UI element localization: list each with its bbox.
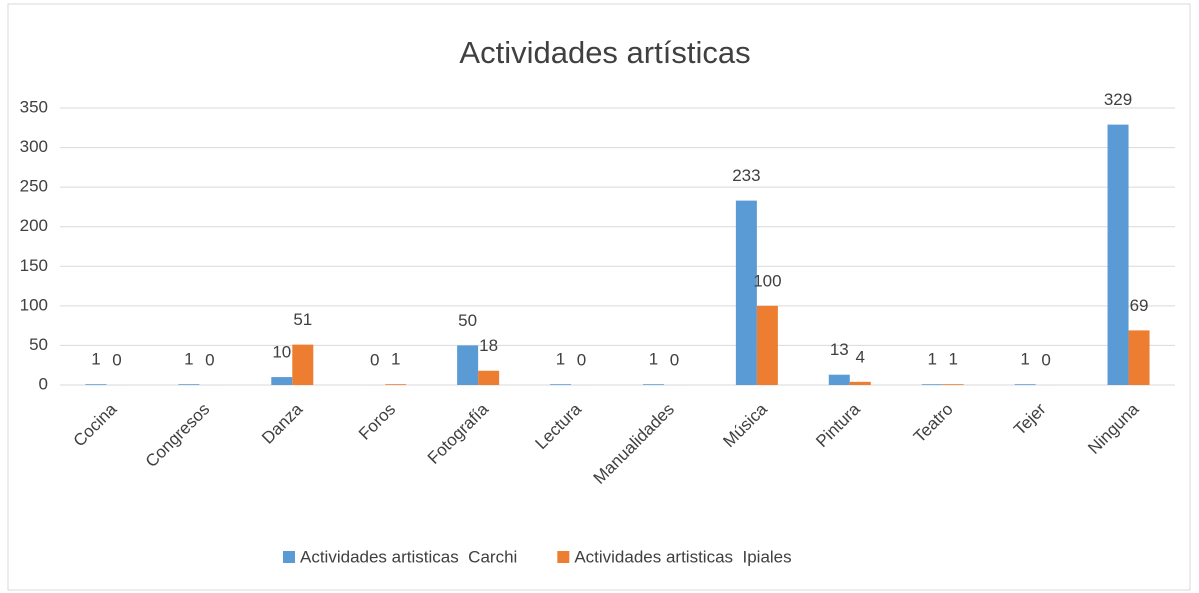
data-label: 0 <box>1041 350 1050 369</box>
bar <box>550 384 572 385</box>
data-label: 1 <box>1020 350 1029 369</box>
data-label: 233 <box>732 166 760 185</box>
data-label: 1 <box>91 350 100 369</box>
data-label: 1 <box>948 350 957 369</box>
y-tick-label: 300 <box>20 137 48 156</box>
data-label: 0 <box>577 350 586 369</box>
bar <box>85 384 107 385</box>
data-label: 51 <box>293 310 312 329</box>
bar <box>1014 384 1036 385</box>
chart-title: Actividades artísticas <box>459 35 750 70</box>
bar <box>756 305 778 385</box>
data-label: 1 <box>927 350 936 369</box>
legend-swatch <box>557 551 570 563</box>
data-label: 18 <box>479 336 498 355</box>
legend-label: Actividades artisticas Ipiales <box>574 547 791 566</box>
bar <box>735 200 757 385</box>
bar <box>292 344 314 385</box>
y-tick-label: 150 <box>20 256 48 275</box>
chart-border <box>7 3 1191 591</box>
bar <box>1128 330 1150 385</box>
y-tick-label: 350 <box>20 97 48 116</box>
y-tick-label: 200 <box>20 216 48 235</box>
y-tick-label: 50 <box>29 335 48 354</box>
legend-swatch <box>283 551 295 563</box>
y-tick-label: 100 <box>20 295 48 314</box>
bar <box>178 384 200 385</box>
data-label: 1 <box>391 350 400 369</box>
data-label: 0 <box>205 350 214 369</box>
bar <box>849 381 871 385</box>
data-label: 1 <box>556 350 565 369</box>
data-label: 69 <box>1130 296 1149 315</box>
data-label: 4 <box>856 347 865 366</box>
bar <box>457 345 479 385</box>
data-label: 10 <box>272 343 291 362</box>
data-label: 1 <box>184 350 193 369</box>
bar <box>828 374 850 385</box>
bar <box>642 384 664 385</box>
bar <box>942 384 964 385</box>
bar <box>478 370 500 385</box>
data-label: 100 <box>753 271 781 290</box>
data-label: 0 <box>370 350 379 369</box>
bar <box>1107 124 1129 386</box>
data-label: 1 <box>649 350 658 369</box>
data-label: 0 <box>670 350 679 369</box>
bar <box>271 377 293 385</box>
data-label: 329 <box>1104 90 1132 109</box>
data-label: 50 <box>458 311 477 330</box>
legend-label: Actividades artisticas Carchi <box>300 547 517 566</box>
y-tick-label: 250 <box>20 177 48 196</box>
bar <box>921 384 943 385</box>
y-tick-label: 0 <box>39 374 48 393</box>
data-label: 13 <box>830 340 849 359</box>
data-label: 0 <box>112 350 121 369</box>
bar <box>385 384 407 385</box>
